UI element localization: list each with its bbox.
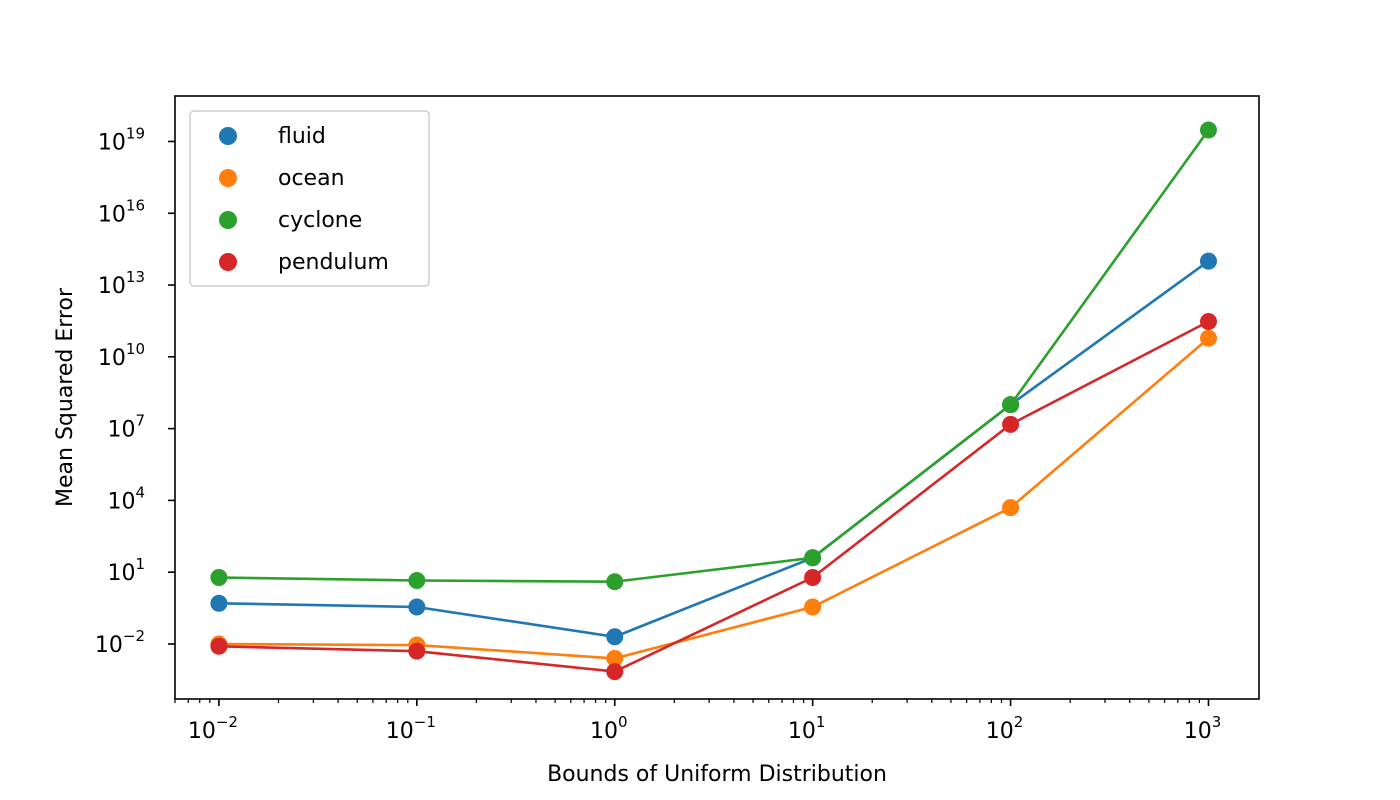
data-point-pendulum xyxy=(408,642,426,660)
y-tick-label-base: 10 xyxy=(98,274,126,299)
legend-label-pendulum: pendulum xyxy=(278,250,389,275)
y-tick-label: 107 xyxy=(107,412,145,443)
x-tick-label-base: 10 xyxy=(188,719,216,744)
x-tick-label-exponent: 3 xyxy=(1212,713,1222,731)
y-tick-label: 1016 xyxy=(98,196,145,227)
x-tick-label-base: 10 xyxy=(590,719,618,744)
data-point-pendulum xyxy=(1199,312,1217,330)
legend-marker-ocean xyxy=(219,169,237,187)
y-tick-label-base: 10 xyxy=(107,418,135,443)
data-point-fluid xyxy=(210,594,228,612)
series-cyclone xyxy=(210,121,1217,591)
x-tick-label-exponent: 0 xyxy=(618,713,628,731)
x-tick-label-base: 10 xyxy=(986,719,1014,744)
y-tick-label-exponent: 10 xyxy=(126,340,145,358)
series-line-ocean xyxy=(218,337,1210,660)
data-point-fluid xyxy=(408,598,426,616)
y-tick-label-exponent: −2 xyxy=(123,627,145,645)
x-tick-label-base: 10 xyxy=(386,719,414,744)
data-point-cyclone xyxy=(804,549,822,567)
data-point-pendulum xyxy=(804,568,822,586)
data-point-cyclone xyxy=(210,568,228,586)
x-tick-label-exponent: 1 xyxy=(816,713,826,731)
legend-label-cyclone: cyclone xyxy=(278,208,362,233)
data-point-cyclone xyxy=(606,573,624,591)
y-tick-label: 101 xyxy=(107,555,145,586)
data-point-pendulum xyxy=(1002,415,1020,433)
y-tick-label-exponent: 1 xyxy=(135,555,145,573)
data-point-ocean xyxy=(804,598,822,616)
y-tick-label-exponent: 13 xyxy=(126,268,145,286)
x-tick-label: 100 xyxy=(590,713,628,744)
data-point-ocean xyxy=(606,649,624,667)
data-point-cyclone xyxy=(1199,121,1217,139)
legend-marker-cyclone xyxy=(219,211,237,229)
y-tick-label: 10−2 xyxy=(95,627,145,658)
data-point-cyclone xyxy=(408,571,426,589)
y-tick-label-exponent: 19 xyxy=(126,124,145,142)
legend-marker-pendulum xyxy=(219,253,237,271)
x-tick-label: 101 xyxy=(788,713,826,744)
series-line-cyclone xyxy=(218,129,1210,584)
data-point-cyclone xyxy=(1002,396,1020,414)
data-point-ocean xyxy=(1002,499,1020,517)
y-axis-label: Mean Squared Error xyxy=(53,287,78,507)
data-point-pendulum xyxy=(606,663,624,681)
x-tick-label-base: 10 xyxy=(1184,719,1212,744)
x-tick-label-exponent: 2 xyxy=(1014,713,1024,731)
y-tick-label: 1010 xyxy=(98,340,145,371)
y-tick-label-base: 10 xyxy=(98,130,126,155)
series-layer xyxy=(210,121,1217,681)
y-tick-label-base: 10 xyxy=(98,346,126,371)
y-tick-label-base: 10 xyxy=(107,489,135,514)
x-axis-label: Bounds of Uniform Distribution xyxy=(547,762,887,787)
x-axis: 10−2 10−1 100 101 102 103 xyxy=(174,699,1222,744)
data-point-ocean xyxy=(1199,329,1217,347)
x-tick-label-exponent: −1 xyxy=(414,713,436,731)
series-line-pendulum xyxy=(218,320,1210,673)
y-tick-label-base: 10 xyxy=(95,633,123,658)
data-point-pendulum xyxy=(210,637,228,655)
y-tick-label: 104 xyxy=(107,483,145,514)
x-tick-label: 103 xyxy=(1184,713,1222,744)
x-tick-label: 102 xyxy=(986,713,1024,744)
data-point-fluid xyxy=(1199,252,1217,270)
y-tick-label: 1013 xyxy=(98,268,145,299)
legend: fluid ocean cyclone pendulum xyxy=(189,110,430,287)
y-tick-label-base: 10 xyxy=(107,561,135,586)
legend-box xyxy=(189,110,430,287)
plot-frame xyxy=(174,95,1260,700)
y-tick-label-exponent: 7 xyxy=(135,412,145,430)
series-line-fluid xyxy=(218,260,1210,639)
series-pendulum xyxy=(210,312,1217,681)
data-point-fluid xyxy=(606,628,624,646)
legend-label-ocean: ocean xyxy=(278,166,345,191)
x-tick-label: 10−1 xyxy=(386,713,436,744)
y-tick-label-exponent: 4 xyxy=(135,483,145,501)
legend-label-fluid: fluid xyxy=(278,124,326,149)
x-tick-label-base: 10 xyxy=(788,719,816,744)
x-tick-label-exponent: −2 xyxy=(216,713,238,731)
legend-marker-fluid xyxy=(219,127,237,145)
y-tick-label-base: 10 xyxy=(98,202,126,227)
x-tick-label: 10−2 xyxy=(188,713,238,744)
y-tick-label-exponent: 16 xyxy=(126,196,145,214)
y-tick-label: 1019 xyxy=(98,124,145,155)
